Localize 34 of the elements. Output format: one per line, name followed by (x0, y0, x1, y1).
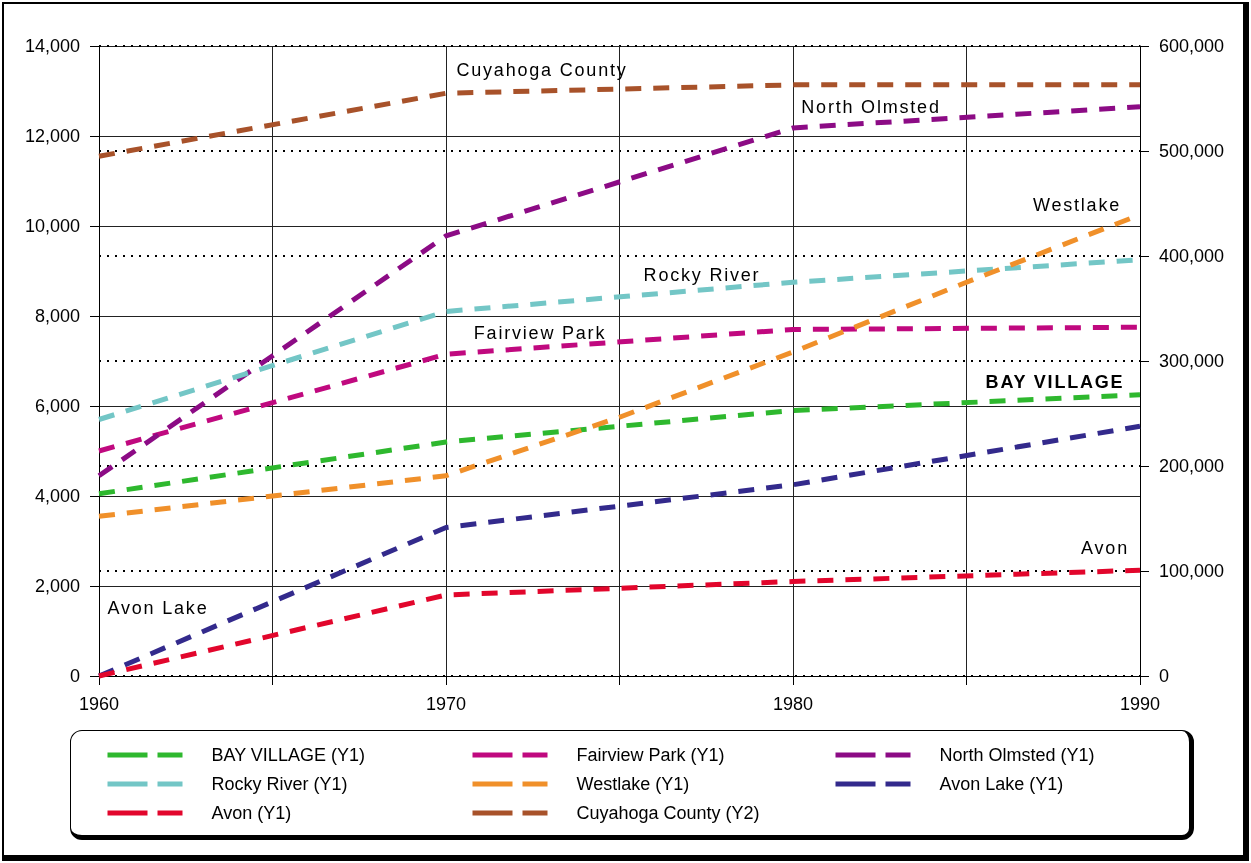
annotation: Fairview Park (473, 323, 607, 343)
legend-label: Rocky River (Y1) (211, 774, 348, 794)
y2-tick-label: 400,000 (1159, 246, 1225, 266)
y-tick-label: 0 (69, 666, 80, 686)
x-tick-label: 1960 (78, 694, 120, 714)
legend-label: Cuyahoga County (Y2) (576, 803, 760, 823)
y2-tick-label: 200,000 (1159, 456, 1225, 476)
legend-label: North Olmsted (Y1) (939, 745, 1095, 765)
y2-tick-label: 300,000 (1159, 351, 1225, 371)
legend-label: BAY VILLAGE (Y1) (211, 745, 365, 765)
y-tick-label: 10,000 (24, 216, 80, 236)
y-tick-label: 2,000 (34, 576, 80, 596)
annotation: Avon (1081, 538, 1129, 558)
legend-label: Avon Lake (Y1) (939, 774, 1064, 794)
annotation: North Olmsted (801, 97, 941, 117)
y2-tick-label: 0 (1159, 666, 1170, 686)
x-tick-label: 1970 (425, 694, 467, 714)
y-tick-label: 4,000 (34, 486, 80, 506)
x-tick-label: 1990 (1119, 694, 1161, 714)
annotation: Westlake (1032, 195, 1122, 215)
legend-label: Avon (Y1) (211, 803, 292, 823)
annotation: BAY VILLAGE (985, 372, 1125, 392)
y-tick-label: 14,000 (24, 36, 80, 56)
annotation: Avon Lake (107, 598, 209, 618)
y2-tick-label: 600,000 (1159, 36, 1225, 56)
legend-label: Westlake (Y1) (576, 774, 690, 794)
y-tick-label: 6,000 (34, 396, 80, 416)
legend-label: Fairview Park (Y1) (576, 745, 725, 765)
x-tick-label: 1980 (772, 694, 814, 714)
y2-tick-label: 100,000 (1159, 561, 1225, 581)
annotation: Rocky River (643, 265, 761, 285)
y2-tick-label: 500,000 (1159, 141, 1225, 161)
y-tick-label: 8,000 (34, 306, 80, 326)
y-tick-label: 12,000 (24, 126, 80, 146)
